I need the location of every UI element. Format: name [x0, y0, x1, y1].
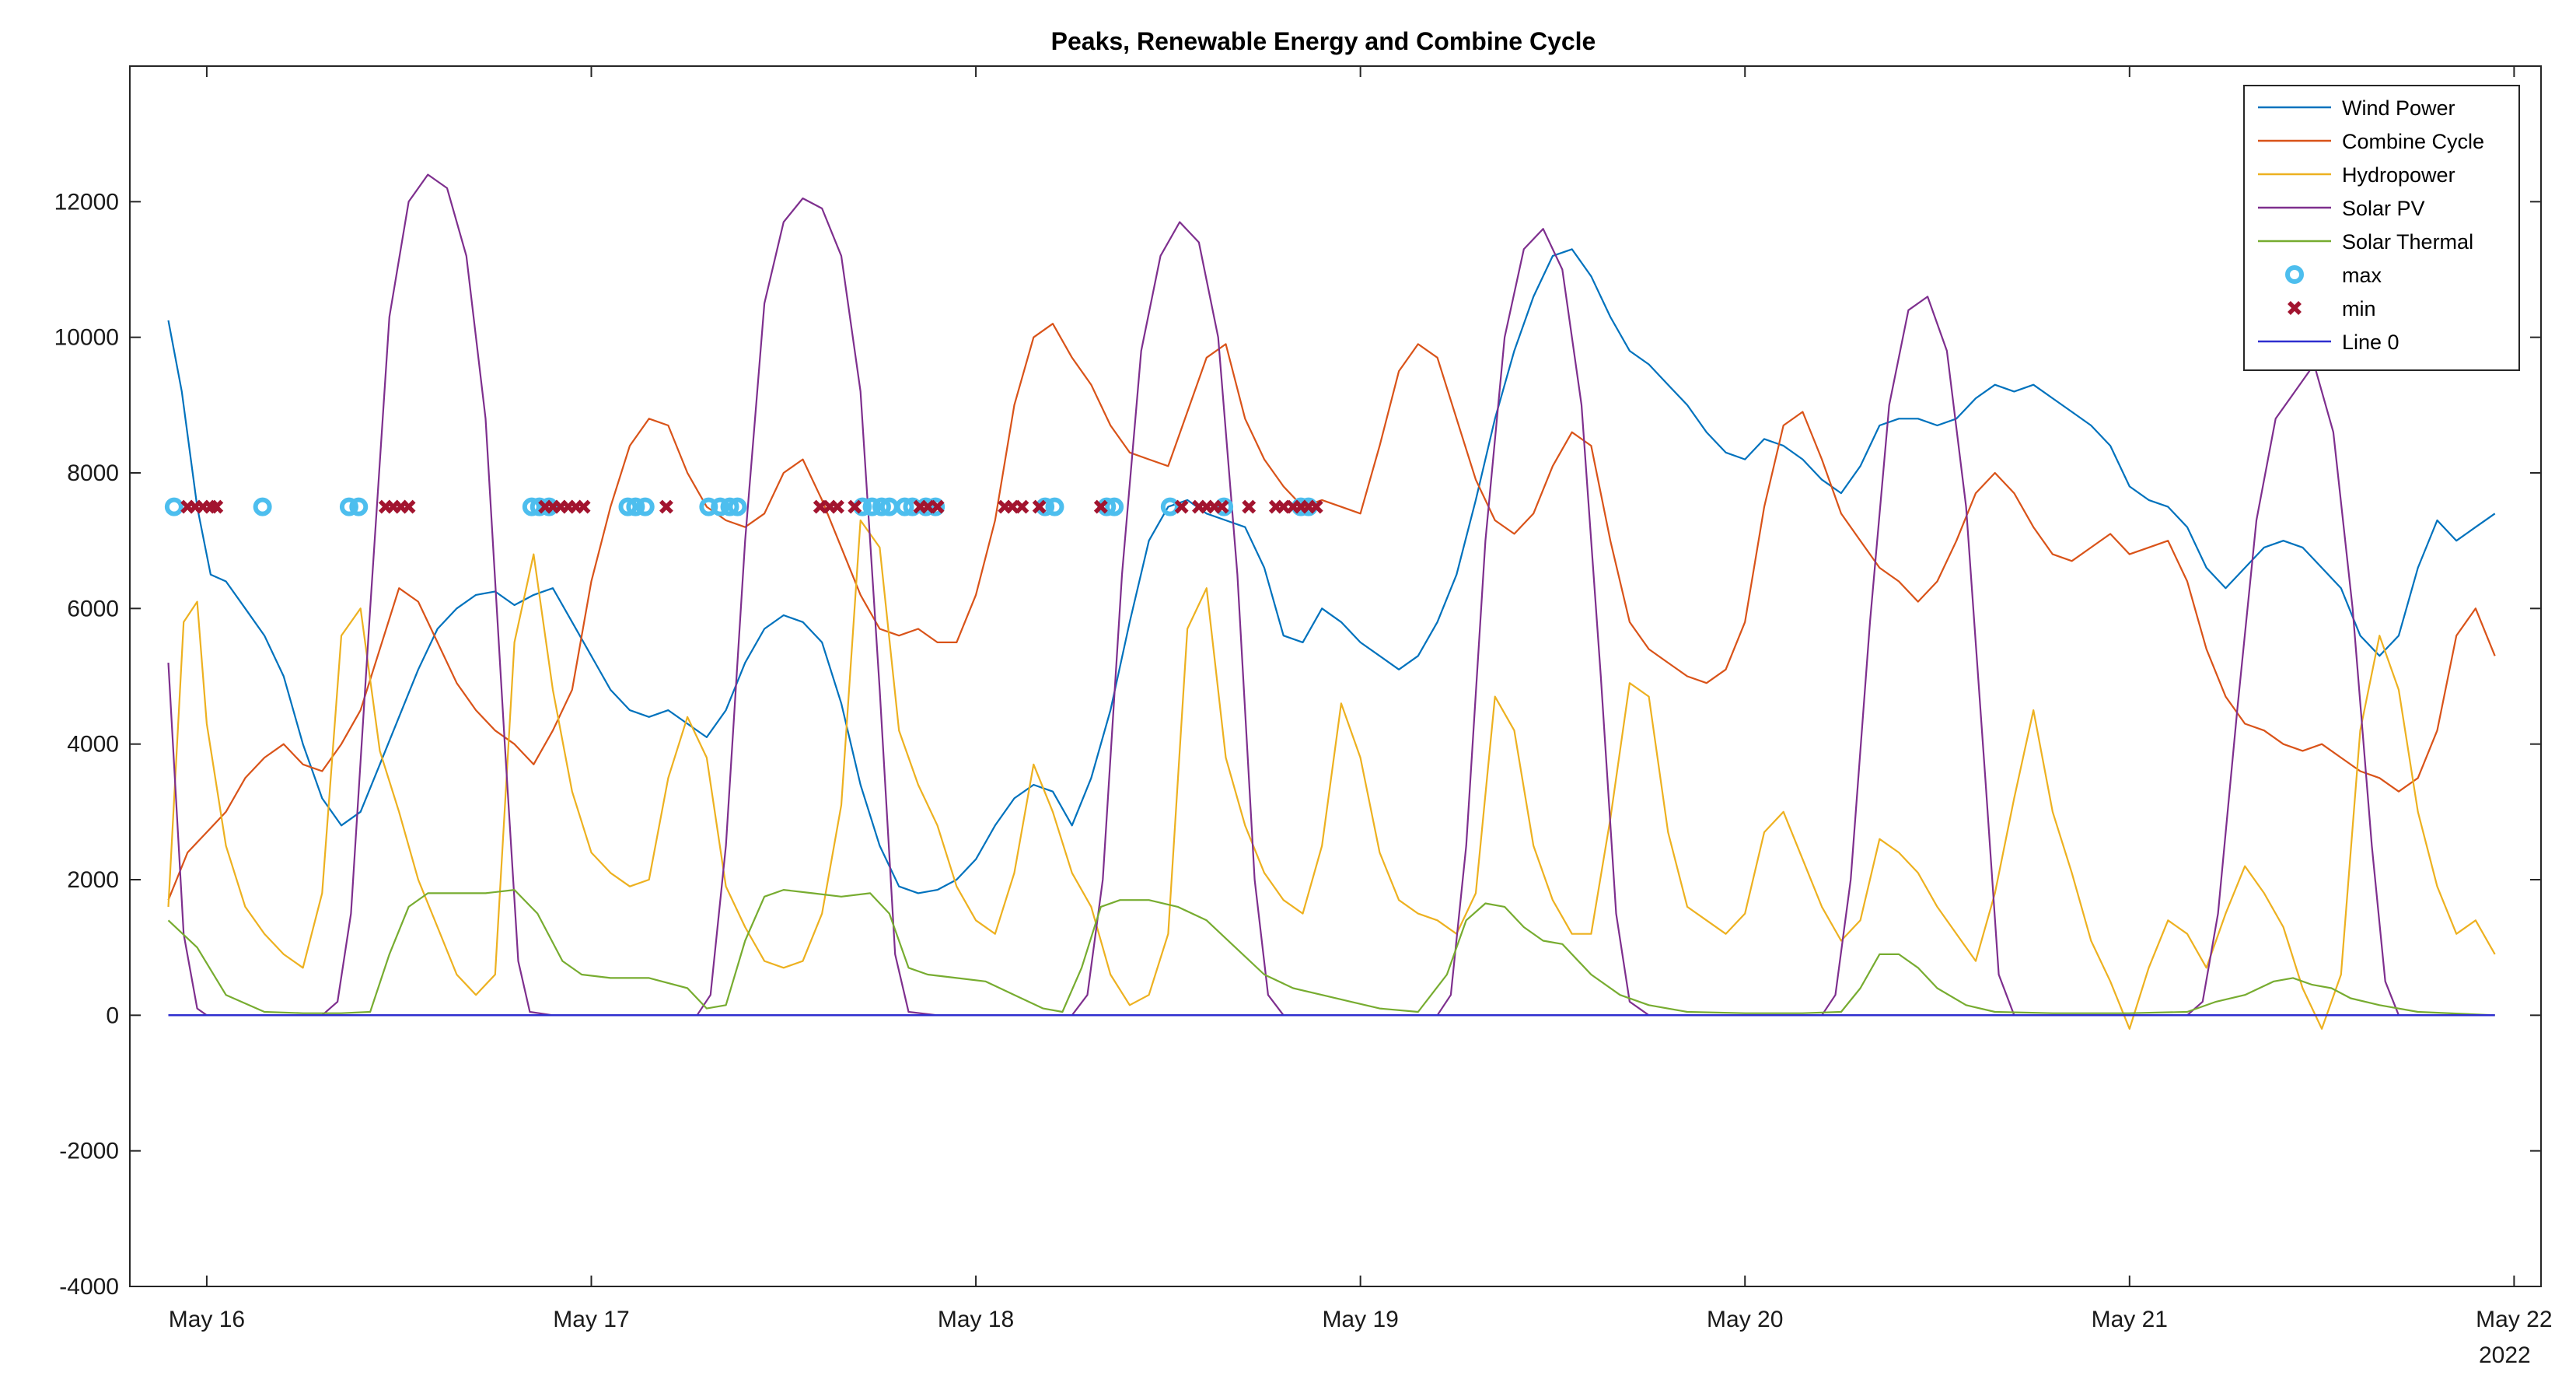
max-marker	[349, 497, 369, 516]
max-marker	[339, 497, 358, 516]
x-tick-label: May 17	[553, 1307, 629, 1332]
x-tick-label: May 19	[1322, 1307, 1398, 1332]
min-marker	[930, 499, 945, 514]
max-marker	[699, 497, 718, 516]
legend-label-solar-pv: Solar PV	[2342, 197, 2425, 220]
y-tick-label: 0	[106, 1003, 119, 1028]
min-marker	[659, 499, 673, 514]
series-line-wind-power	[167, 248, 2496, 894]
x-tick-label: May 16	[169, 1307, 245, 1332]
min-marker	[830, 499, 844, 514]
axes-box	[129, 65, 2542, 1287]
x-tick-label: May 20	[1707, 1307, 1783, 1332]
legend-label-line-0: Line 0	[2342, 331, 2399, 354]
min-marker	[1093, 499, 1108, 514]
min-marker	[1242, 499, 1257, 514]
legend-label-solar-thermal: Solar Thermal	[2342, 230, 2473, 254]
max-marker	[711, 497, 730, 516]
chart-title: Peaks, Renewable Energy and Combine Cycl…	[1051, 27, 1596, 55]
y-tick-label: 10000	[54, 325, 119, 351]
min-marker	[401, 499, 416, 514]
x-tick-label: May 22	[2476, 1307, 2552, 1332]
max-marker	[872, 497, 891, 516]
min-marker	[1174, 499, 1189, 514]
y-tick-label: -2000	[59, 1139, 119, 1164]
max-marker	[895, 497, 914, 516]
series-line-combine-cycle	[167, 323, 2496, 901]
max-marker	[1160, 497, 1180, 516]
legend-label-combine-cycle: Combine Cycle	[2342, 130, 2484, 153]
min-marker	[1032, 499, 1047, 514]
min-marker	[1015, 499, 1029, 514]
series-line-solar-thermal	[167, 888, 2495, 1017]
y-tick-label: 4000	[67, 732, 119, 758]
x-tick-label: May 18	[938, 1307, 1014, 1332]
min-marker	[848, 499, 862, 514]
max-marker	[618, 497, 638, 516]
max-marker	[540, 497, 559, 516]
max-marker	[1045, 497, 1064, 516]
min-marker	[576, 499, 591, 514]
max-marker	[862, 497, 882, 516]
max-marker	[253, 497, 272, 516]
max-marker	[626, 497, 645, 516]
x-tick-label: May 21	[2092, 1307, 2168, 1332]
y-tick-label: 2000	[67, 867, 119, 893]
y-tick-label: 12000	[54, 189, 119, 215]
peak-markers	[164, 497, 1323, 516]
legend-label-wind-power: Wind Power	[2342, 96, 2455, 120]
legend-swatch-min	[2288, 301, 2302, 315]
max-marker	[522, 497, 541, 516]
legend-box	[2243, 85, 2520, 371]
x-year-label: 2022	[2479, 1342, 2531, 1368]
plot-area: -4000 -2000 0 2000 4000 6000 8000 10000 12000 May…	[54, 65, 2553, 1368]
min-marker	[209, 499, 224, 514]
min-marker	[1309, 499, 1323, 514]
legend-swatch-max	[2285, 265, 2304, 284]
series-line-hydropower	[167, 519, 2496, 1030]
legend-label-min: min	[2342, 297, 2376, 320]
max-marker	[1105, 497, 1124, 516]
max-marker	[164, 497, 184, 516]
legend-label-hydropower: Hydropower	[2342, 163, 2455, 187]
legend-label-max: max	[2342, 264, 2382, 287]
series-lines	[167, 173, 2496, 1030]
min-marker	[1215, 499, 1229, 514]
y-tick-label: -4000	[59, 1274, 119, 1300]
y-tick-label: 6000	[67, 596, 119, 621]
max-marker	[720, 497, 739, 516]
max-marker	[635, 497, 655, 516]
y-tick-label: 8000	[67, 460, 119, 486]
max-marker	[728, 497, 747, 516]
